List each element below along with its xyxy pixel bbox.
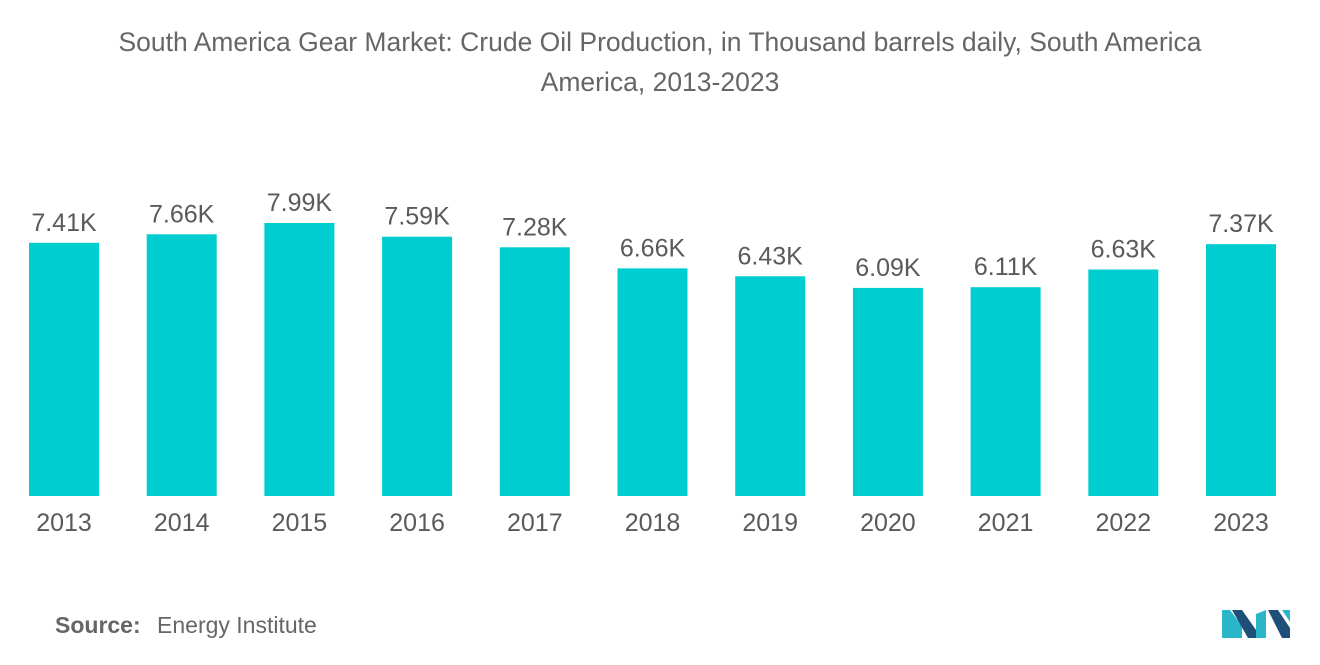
bar-2015	[264, 223, 335, 496]
chart-title-line-2: America, 2013-2023	[540, 67, 780, 97]
data-label-2020: 6.09K	[855, 254, 921, 282]
bar-2016	[382, 236, 453, 496]
x-tick-label-2022: 2022	[1095, 509, 1151, 537]
data-label-2014: 7.66K	[149, 200, 215, 228]
bar-2023	[1206, 244, 1276, 496]
x-tick-label-2020: 2020	[860, 509, 916, 537]
mordor-intelligence-logo-icon	[1222, 610, 1290, 638]
x-tick-label-2019: 2019	[742, 509, 798, 537]
bar-2018	[617, 268, 688, 496]
bar-2022	[1088, 269, 1159, 496]
x-tick-label-2016: 2016	[389, 509, 445, 537]
data-label-2015: 7.99K	[267, 189, 333, 217]
x-tick-label-2015: 2015	[272, 509, 328, 537]
bar-chart: 7.41K 7.66K 7.99K 7.59K 7.28K 6.66K 6.43K 6.09K…	[29, 189, 1276, 537]
value-labels-group: 7.41K 7.66K 7.99K 7.59K 7.28K 6.66K 6.43K 6.09K…	[31, 189, 1274, 282]
x-axis-tick-labels: 2013 2014 2015 2016 2017 2018 2019 2020 2021 2022…	[36, 509, 1269, 537]
bar-2019	[735, 276, 806, 496]
data-label-2019: 6.43K	[738, 242, 804, 270]
x-tick-label-2014: 2014	[154, 509, 210, 537]
source-label: Source:	[55, 612, 141, 638]
bar-2021	[970, 287, 1041, 496]
x-tick-label-2017: 2017	[507, 509, 563, 537]
data-label-2022: 6.63K	[1091, 236, 1157, 264]
data-label-2013: 7.41K	[31, 209, 97, 237]
x-tick-label-2018: 2018	[625, 509, 681, 537]
chart-title-line-1: South America Gear Market: Crude Oil Pro…	[118, 27, 1202, 57]
data-label-2016: 7.59K	[384, 203, 450, 231]
data-label-2018: 6.66K	[620, 234, 686, 262]
data-label-2017: 7.28K	[502, 213, 568, 241]
bar-2013	[29, 242, 99, 496]
bar-2014	[146, 234, 217, 497]
data-label-2023: 7.37K	[1208, 210, 1274, 238]
data-label-2021: 6.11K	[974, 253, 1038, 281]
x-tick-label-2021: 2021	[978, 509, 1034, 537]
chart-title: South America Gear Market: Crude Oil Pro…	[0, 22, 1320, 102]
source-value: Energy Institute	[157, 612, 317, 638]
source-note: Source: Energy Institute	[55, 612, 317, 639]
bar-2017	[499, 247, 570, 496]
bars-group	[29, 223, 1276, 497]
bar-2020	[852, 287, 923, 496]
x-tick-label-2013: 2013	[36, 509, 92, 537]
x-tick-label-2023: 2023	[1213, 509, 1269, 537]
